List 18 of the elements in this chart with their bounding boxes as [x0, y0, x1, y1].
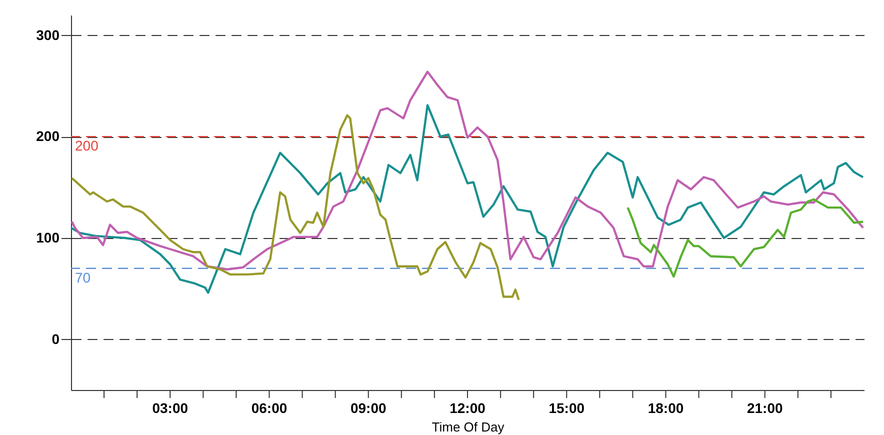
- ref-line-label: 200: [75, 138, 99, 154]
- ref-line-label: 70: [75, 269, 91, 286]
- x-tick-label: 21:00: [746, 400, 783, 416]
- y-tick-label: 0: [52, 330, 60, 347]
- line-series: [70, 104, 864, 294]
- y-tick-label: 100: [36, 229, 60, 246]
- line-series: [70, 70, 864, 270]
- x-tick-label: 12:00: [450, 400, 486, 416]
- x-axis-title: Time Of Day: [432, 420, 505, 434]
- x-tick-label: 18:00: [648, 400, 684, 416]
- line-series: [626, 198, 864, 278]
- x-tick-label: 06:00: [251, 400, 288, 416]
- line-series: [70, 114, 520, 301]
- y-tick-label: 300: [36, 26, 60, 43]
- x-tick-label: 09:00: [350, 400, 386, 416]
- y-tick-label: 200: [36, 128, 60, 144]
- x-tick-label: 15:00: [548, 400, 585, 416]
- x-tick-label: 03:00: [152, 400, 188, 416]
